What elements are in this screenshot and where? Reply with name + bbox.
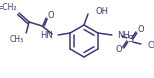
- Text: O: O: [116, 45, 122, 55]
- Text: S: S: [127, 35, 133, 45]
- Text: HN: HN: [40, 30, 53, 39]
- Text: O: O: [48, 11, 55, 20]
- Text: OH: OH: [95, 7, 108, 17]
- Text: CH₃: CH₃: [10, 34, 24, 44]
- Text: =CH₂: =CH₂: [0, 4, 17, 12]
- Text: CH₃: CH₃: [148, 40, 154, 50]
- Text: NH: NH: [117, 30, 130, 39]
- Text: O: O: [138, 26, 144, 34]
